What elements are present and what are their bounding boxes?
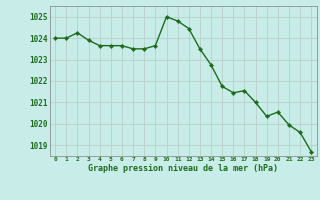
X-axis label: Graphe pression niveau de la mer (hPa): Graphe pression niveau de la mer (hPa) xyxy=(88,164,278,173)
